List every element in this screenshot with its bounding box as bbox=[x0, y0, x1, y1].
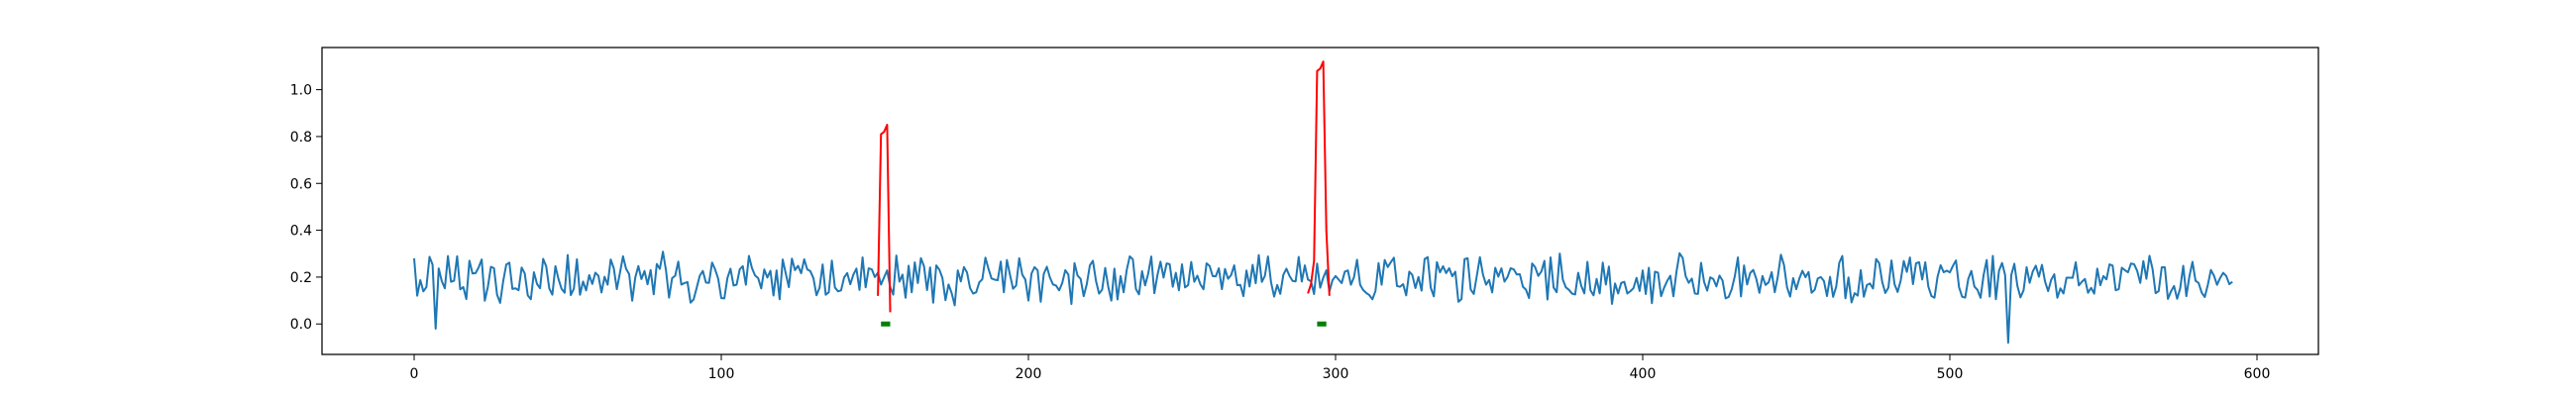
y-tick-label: 0.4 bbox=[290, 224, 312, 240]
x-tick-label: 600 bbox=[2244, 366, 2271, 382]
y-tick-label: 0.6 bbox=[290, 176, 312, 192]
y-tick-label: 1.0 bbox=[290, 83, 312, 99]
y-tick-label: 0.0 bbox=[290, 317, 312, 333]
series-signal bbox=[413, 250, 2233, 345]
series-anomaly-1 bbox=[877, 124, 892, 313]
series-anomaly-2 bbox=[1307, 60, 1331, 296]
plot-frame bbox=[321, 47, 2319, 355]
y-axis: 0.0 0.2 0.4 0.6 0.8 1.0 bbox=[290, 83, 322, 333]
x-tick-label: 200 bbox=[1016, 366, 1042, 382]
x-tick-label: 100 bbox=[708, 366, 735, 382]
x-tick-label: 400 bbox=[1630, 366, 1657, 382]
x-tick-label: 500 bbox=[1937, 366, 1964, 382]
plot-area bbox=[413, 60, 2233, 345]
x-tick-label: 300 bbox=[1323, 366, 1349, 382]
x-tick-label: 0 bbox=[410, 366, 419, 382]
y-tick-label: 0.8 bbox=[290, 130, 312, 146]
y-tick-label: 0.2 bbox=[290, 270, 312, 286]
x-axis: 0 100 200 300 400 500 600 bbox=[410, 354, 2271, 382]
